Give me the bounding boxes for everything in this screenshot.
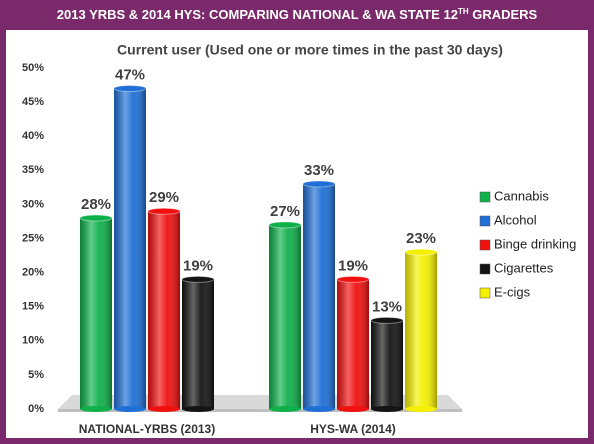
value-label: 29% — [149, 189, 179, 206]
x-tick-label: HYS-WA (2014) — [310, 422, 396, 436]
bar-top — [404, 248, 438, 256]
bar-top — [147, 207, 181, 215]
bar-top — [336, 275, 370, 283]
bar-base — [148, 406, 180, 412]
legend-swatch — [479, 215, 491, 227]
title-sup: TH — [458, 7, 469, 16]
y-tick-label: 25% — [22, 232, 44, 244]
bar-top — [268, 221, 302, 229]
legend-label: Alcohol — [494, 212, 537, 227]
bar-shine — [114, 88, 146, 410]
bar-top — [181, 275, 215, 283]
legend-swatch — [479, 263, 491, 275]
value-label: 13% — [372, 298, 402, 315]
chart-subtitle: Current user (Used one or more times in … — [117, 42, 503, 58]
legend-swatch — [479, 287, 491, 299]
bar-shine — [80, 218, 112, 409]
value-label: 23% — [406, 230, 436, 247]
y-tick-label: 20% — [22, 267, 44, 279]
bar — [147, 207, 181, 412]
bar-base — [182, 406, 214, 412]
chart-title: 2013 YRBS & 2014 HYS: COMPARING NATIONAL… — [57, 7, 538, 22]
bar-base — [80, 406, 112, 412]
y-tick-label: 35% — [22, 164, 44, 176]
bar — [336, 275, 370, 412]
bar-top — [79, 214, 113, 222]
legend-label: E-cigs — [494, 284, 531, 299]
bar-shine — [303, 183, 335, 409]
y-tick-label: 10% — [22, 335, 44, 347]
bar-top — [370, 316, 404, 324]
bar-shine — [148, 211, 180, 409]
y-tick-label: 45% — [22, 96, 44, 108]
y-tick-label: 50% — [22, 62, 44, 74]
legend-label: Cigarettes — [494, 260, 554, 275]
bar-top — [302, 180, 336, 188]
bar-base — [337, 406, 369, 412]
bar-base — [405, 406, 437, 412]
bar — [268, 221, 302, 412]
legend-swatch — [479, 191, 491, 203]
bar — [181, 275, 215, 412]
title-end: GRADERS — [469, 7, 538, 22]
bar-shine — [269, 224, 301, 409]
y-tick-label: 15% — [22, 301, 44, 313]
legend-label: Cannabis — [494, 188, 549, 203]
bar-base — [269, 406, 301, 412]
value-label: 47% — [115, 66, 145, 83]
legend-label: Binge drinking — [494, 236, 576, 251]
value-label: 33% — [304, 162, 334, 179]
y-tick-label: 30% — [22, 198, 44, 210]
bar-top — [113, 84, 147, 92]
x-tick-label: NATIONAL-YRBS (2013) — [79, 422, 215, 436]
bar-shine — [405, 252, 437, 409]
value-label: 27% — [270, 203, 300, 220]
bar — [113, 84, 147, 412]
bar-base — [371, 406, 403, 412]
value-label: 19% — [338, 257, 368, 274]
bar-shine — [182, 279, 214, 409]
y-tick-label: 5% — [28, 369, 44, 381]
bar-shine — [337, 279, 369, 409]
bar — [404, 248, 438, 412]
bar-base — [303, 406, 335, 412]
bar — [79, 214, 113, 412]
value-label: 28% — [81, 196, 111, 213]
value-label: 19% — [183, 257, 213, 274]
bar-shine — [371, 320, 403, 409]
y-tick-label: 40% — [22, 130, 44, 142]
bar — [370, 316, 404, 412]
y-tick-label: 0% — [28, 403, 44, 415]
title-main: 2013 YRBS & 2014 HYS: COMPARING NATIONAL… — [57, 7, 458, 22]
bar — [302, 180, 336, 412]
legend-swatch — [479, 239, 491, 251]
bar-base — [114, 406, 146, 412]
